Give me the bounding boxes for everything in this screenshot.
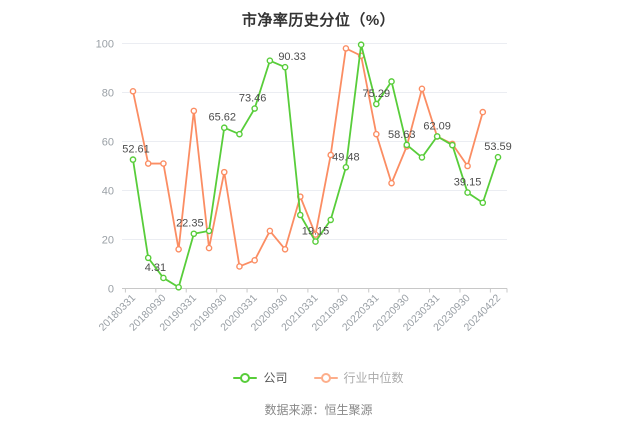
company-data-point[interactable] — [403, 141, 411, 149]
company-data-point[interactable] — [251, 105, 258, 112]
company-data-point[interactable] — [281, 63, 289, 71]
industry-median-data-point[interactable] — [220, 168, 228, 176]
industry-median-data-point[interactable] — [312, 231, 319, 238]
value-label: 19.15 — [302, 226, 330, 238]
y-axis-label: 80 — [102, 88, 114, 100]
value-label: 58.63 — [388, 129, 416, 141]
value-label: 39.15 — [454, 177, 482, 189]
y-axis-label: 0 — [108, 284, 114, 296]
legend-item-industry-median[interactable]: 行业中位数 — [313, 369, 404, 386]
industry-median-data-point[interactable] — [236, 263, 243, 270]
y-axis-label: 100 — [96, 39, 114, 51]
industry-median-data-point[interactable] — [281, 245, 289, 253]
company-data-point[interactable] — [296, 211, 304, 219]
value-label: 52.61 — [122, 144, 150, 156]
company-data-point[interactable] — [175, 283, 182, 291]
data-source-note: 数据来源：恒生聚源 — [264, 403, 373, 417]
industry-median-series-line — [132, 47, 484, 268]
industry-median-data-point[interactable] — [129, 87, 137, 95]
company-data-point[interactable] — [479, 199, 487, 207]
industry-median-data-point[interactable] — [160, 160, 167, 167]
company-data-point[interactable] — [388, 78, 395, 85]
value-label: 49.48 — [332, 151, 360, 163]
company-data-point[interactable] — [418, 154, 426, 161]
industry-median-data-point[interactable] — [190, 107, 198, 115]
industry-median-data-point[interactable] — [327, 151, 335, 159]
industry-median-data-point[interactable] — [205, 244, 213, 252]
industry-median-data-point[interactable] — [464, 162, 471, 170]
company-data-point[interactable] — [433, 133, 441, 140]
value-label: 22.35 — [176, 218, 204, 230]
company-data-point[interactable] — [129, 156, 137, 163]
company-data-point[interactable] — [312, 238, 319, 245]
value-label: 75.29 — [363, 88, 391, 100]
industry-median-data-point[interactable] — [373, 130, 380, 138]
industry-median-data-point[interactable] — [418, 85, 426, 93]
company-data-point[interactable] — [342, 163, 350, 171]
value-label: 53.59 — [484, 141, 512, 153]
company-data-point[interactable] — [205, 227, 213, 235]
legend-label-industry-median: 行业中位数 — [343, 371, 404, 385]
value-label: 73.46 — [239, 93, 267, 105]
company-data-point[interactable] — [357, 41, 365, 49]
industry-median-data-point[interactable] — [479, 108, 487, 116]
industry-median-data-point[interactable] — [388, 179, 395, 187]
company-data-point[interactable] — [190, 230, 198, 238]
value-label: 62.09 — [423, 120, 451, 132]
company-data-point[interactable] — [327, 216, 335, 224]
company-data-point[interactable] — [160, 274, 167, 282]
value-label: 4.31 — [145, 262, 166, 274]
industry-median-data-point[interactable] — [266, 227, 274, 235]
company-line-marker-icon — [233, 372, 258, 383]
industry-median-data-point[interactable] — [251, 257, 258, 264]
company-data-point[interactable] — [494, 153, 502, 161]
company-data-point[interactable] — [266, 57, 274, 64]
industry-median-line-marker-icon — [313, 372, 338, 383]
value-label: 65.62 — [208, 112, 236, 124]
company-data-point[interactable] — [464, 189, 471, 196]
industry-median-data-point[interactable] — [144, 160, 152, 167]
y-axis-label: 40 — [102, 186, 114, 198]
legend: 公司 行业中位数 — [0, 369, 637, 386]
legend-label-company: 公司 — [263, 371, 288, 385]
company-data-point[interactable] — [144, 254, 152, 262]
legend-item-company[interactable]: 公司 — [233, 369, 288, 386]
industry-median-data-point[interactable] — [342, 45, 350, 52]
y-axis-label: 60 — [102, 137, 114, 149]
industry-median-data-point[interactable] — [175, 245, 182, 253]
company-data-point[interactable] — [220, 124, 228, 132]
company-data-point[interactable] — [449, 141, 456, 149]
value-label: 90.33 — [278, 51, 306, 63]
chart-title: 市净率历史分位（%） — [241, 12, 396, 29]
company-data-point[interactable] — [373, 100, 380, 108]
company-data-point[interactable] — [236, 130, 243, 138]
y-axis-label: 20 — [102, 235, 114, 247]
